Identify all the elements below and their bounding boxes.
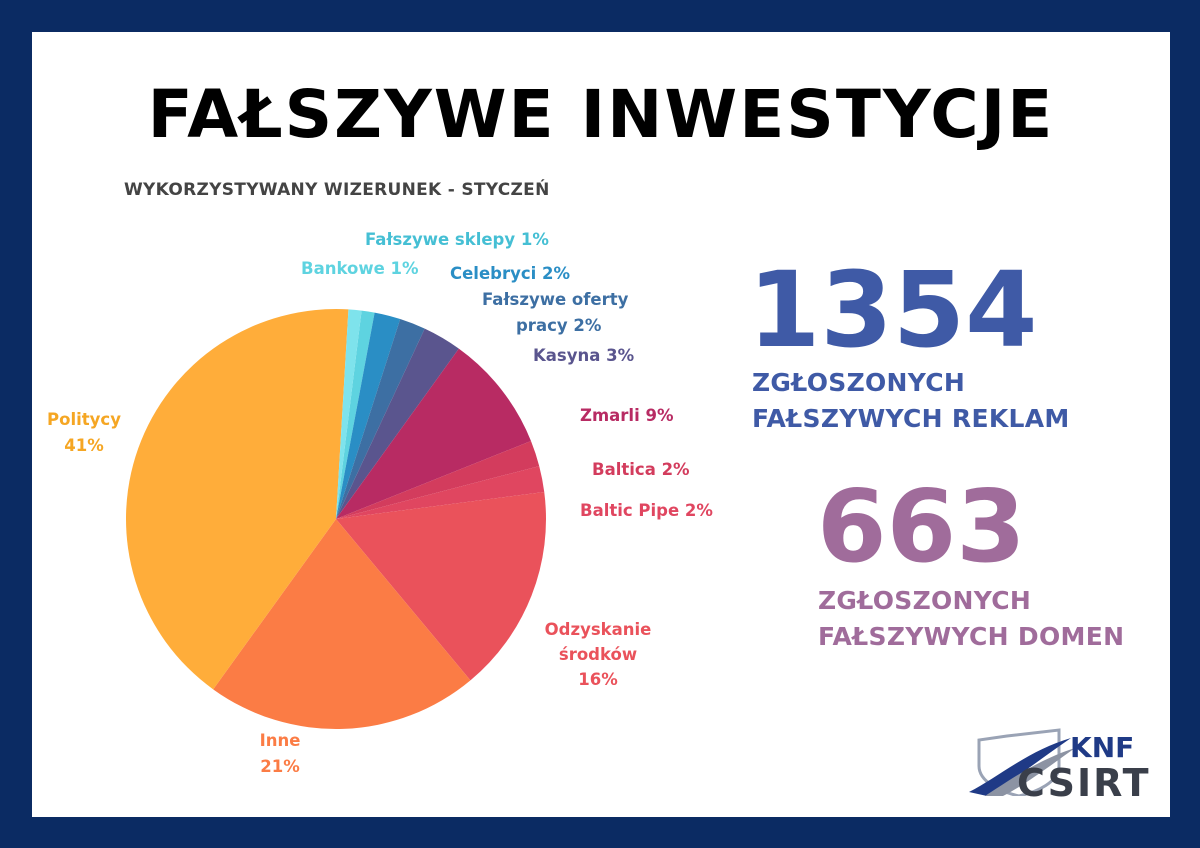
pie-slice-5	[336, 441, 540, 519]
domains-label-line2: FAŁSZYWYCH DOMEN	[818, 622, 1125, 651]
pie-slice-7	[336, 491, 546, 681]
label-kasyna: Kasyna 3%	[533, 346, 635, 365]
pie-slice-10	[336, 309, 362, 519]
shield-icon	[969, 728, 1075, 796]
label-inne-line2: 21%	[260, 757, 300, 776]
pie-slice-6	[336, 466, 545, 519]
page-title: FAŁSZYWE INWESTYCJE	[147, 76, 1055, 153]
ads-label-line2: FAŁSZYWYCH REKLAM	[752, 404, 1070, 433]
infographic-card: FAŁSZYWE INWESTYCJE WYKORZYSTYWANY WIZER…	[32, 32, 1170, 817]
chart-subtitle: WYKORZYSTYWANY WIZERUNEK - STYCZEŃ	[124, 180, 550, 200]
pie-slice-3	[336, 328, 459, 519]
label-oferty-line2: pracy 2%	[516, 316, 602, 335]
label-falszywe-sklepy: Fałszywe sklepy 1%	[365, 230, 549, 249]
logo-csirt: CSIRT	[1017, 761, 1151, 805]
label-odzyskanie-line1: Odzyskanie	[544, 620, 652, 639]
pie-slice-8	[213, 519, 471, 729]
label-baltica: Baltica 2%	[592, 460, 690, 479]
pie-slice-2	[336, 319, 425, 519]
label-politycy-line1: Politycy	[47, 410, 121, 429]
pie-slice-9	[125, 308, 349, 690]
label-odzyskanie-line3: 16%	[578, 670, 618, 689]
ads-count: 1354	[748, 249, 1038, 371]
label-oferty-line1: Fałszywe oferty	[482, 290, 629, 309]
label-baltic-pipe: Baltic Pipe 2%	[580, 501, 713, 520]
pie-chart	[125, 308, 546, 729]
domains-label-line1: ZGŁOSZONYCH	[818, 586, 1032, 615]
label-celebryci: Celebryci 2%	[450, 264, 571, 283]
label-odzyskanie-line2: środków	[558, 645, 638, 664]
label-politycy-line2: 41%	[64, 436, 104, 455]
pie-slice-0	[336, 310, 375, 519]
ads-label-line1: ZGŁOSZONYCH	[752, 368, 966, 397]
logo-knf: KNF	[1070, 731, 1135, 764]
pie-slice-4	[336, 348, 531, 519]
label-zmarli: Zmarli 9%	[580, 406, 674, 425]
label-bankowe: Bankowe 1%	[301, 259, 419, 278]
label-inne-line1: Inne	[259, 731, 301, 750]
pie-slice-1	[336, 312, 401, 519]
domains-count: 663	[817, 468, 1026, 585]
